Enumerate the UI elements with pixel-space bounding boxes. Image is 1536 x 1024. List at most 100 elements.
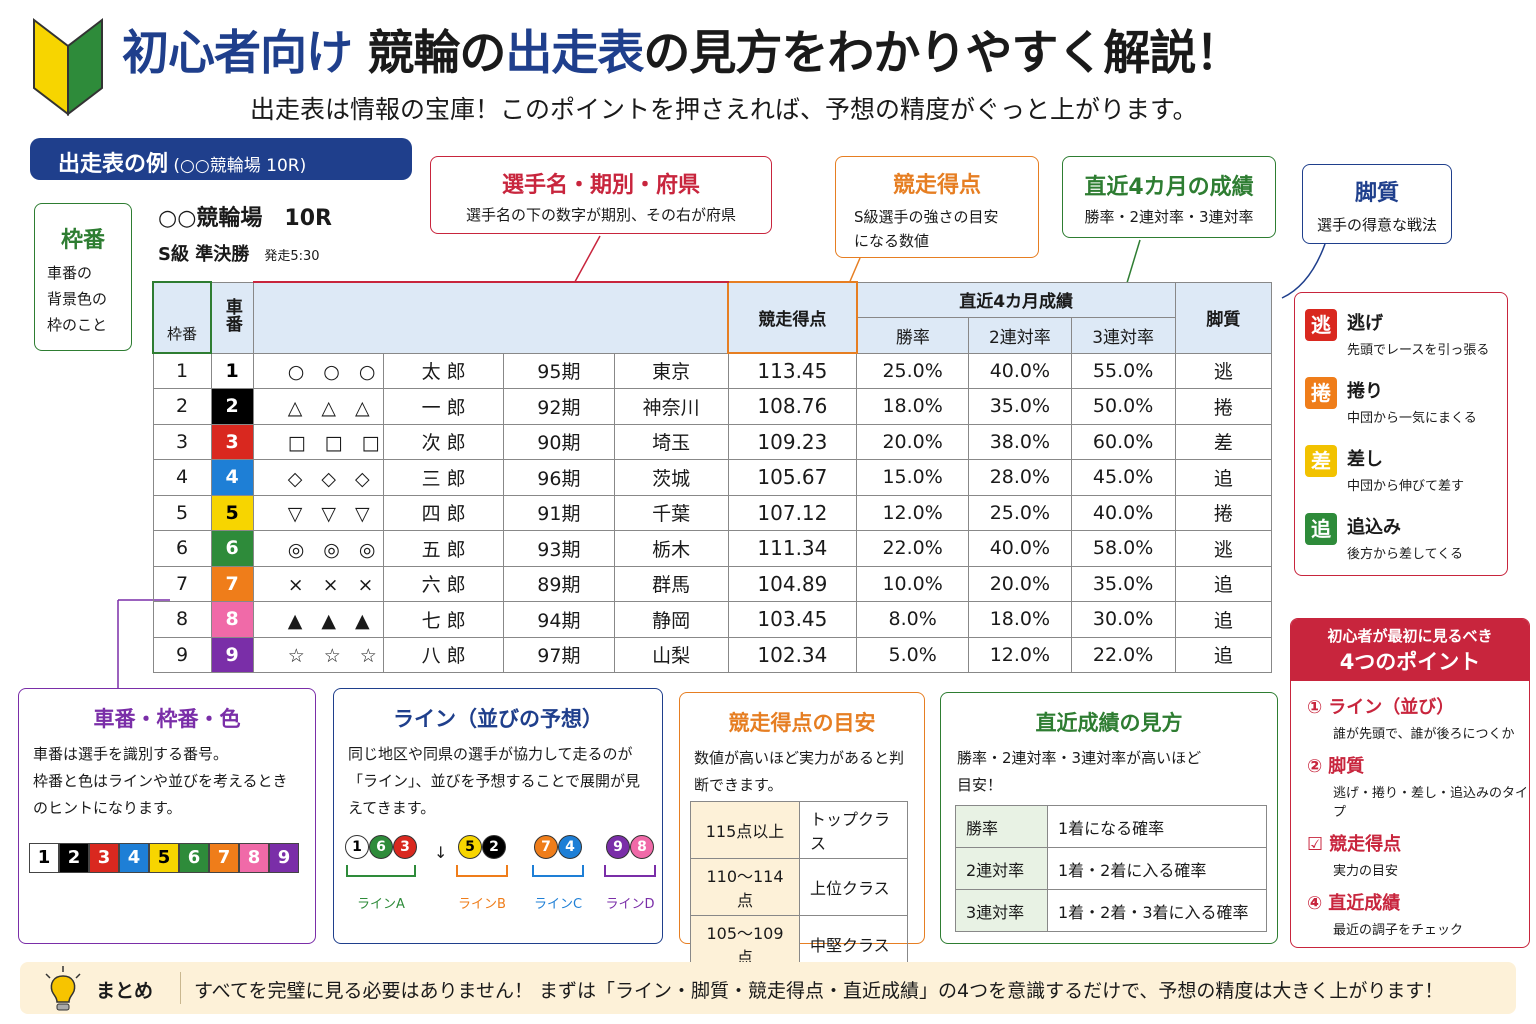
point-title-text: 競走得点	[1329, 834, 1402, 855]
style-kanji-icon: 逃	[1305, 309, 1337, 341]
callout-senshu-body: 選手名の下の数字が期別、その右が府県	[465, 206, 736, 224]
row-pref: 栃木	[613, 530, 729, 567]
style-kanji-icon: 差	[1305, 445, 1337, 477]
callout-tokuten: 競走得点 S級選手の強さの目安 になる数値	[835, 156, 1039, 258]
point-title: ① ライン（並び）	[1307, 693, 1529, 719]
row-marks: △ △ △	[252, 388, 385, 425]
panel-seiseki-title: 直近成績の見方	[1035, 711, 1183, 735]
row-ki: 89期	[503, 565, 615, 602]
row-sha: 2	[210, 388, 254, 425]
row-ki: 95期	[503, 352, 615, 389]
row-marks: × × ×	[252, 565, 385, 602]
lightbulb-icon	[45, 966, 81, 1011]
line-c-4: 4	[558, 835, 582, 859]
row-style: 捲	[1174, 388, 1273, 425]
start-time: 発走5:30	[264, 249, 320, 264]
row-win: 10.0%	[856, 565, 970, 602]
table-row: 6 6 ◎ ◎ ◎ 五 郎 93期 栃木 111.34 22.0% 40.0% 58.0% 逃	[152, 530, 1273, 567]
beginner-mark-icon	[33, 17, 103, 116]
row-ki: 91期	[503, 494, 615, 531]
panel-sha-title: 車番・枠番・色	[93, 707, 241, 731]
row-points: 113.45	[727, 352, 858, 389]
row-win: 5.0%	[856, 636, 970, 673]
style-legend: 逃逃げ 先頭でレースを引っ張る捲捲り 中団から一気にまくる差差し 中団から伸びて差す追…	[1294, 292, 1508, 576]
point-number-icon: ②	[1307, 756, 1323, 777]
header-sha: 車番	[210, 281, 254, 354]
table-row: 8 8 ▲ ▲ ▲ 七 郎 94期 静岡 103.45 8.0% 18.0% 30.0% 追	[152, 601, 1273, 638]
summary-text: すべてを完璧に見る必要はありません！ まずは「ライン・脚質・競走得点・直近成績」…	[194, 980, 1444, 1002]
callout-senshu-title: 選手名・期別・府県	[501, 173, 700, 198]
line-c-bracket	[532, 865, 584, 877]
row-sha: 1	[210, 352, 254, 389]
row-waku: 4	[152, 459, 212, 496]
row-ren2: 28.0%	[968, 459, 1072, 496]
callout-kyakushitsu-title: 脚質	[1354, 181, 1399, 206]
seiseki-rows: 勝率 1着になる確率 2連対率 1着・2着に入る確率 3連対率 1着・2着・3着に入る確率	[955, 805, 1267, 932]
tokuten-range: 110〜114点	[690, 858, 800, 916]
row-ki: 94期	[503, 601, 615, 638]
callout-kyakushitsu-body: 選手の得意な戦法	[1316, 216, 1437, 234]
row-ren2: 20.0%	[968, 565, 1072, 602]
point-title: ④ 直近成績	[1307, 889, 1529, 915]
row-ren3: 22.0%	[1070, 636, 1176, 673]
panel-tokuten: 競走得点の目安 数値が高いほど実力があると判断できます。 115点以上 トップクラ…	[679, 692, 925, 1006]
seiseki-term: 2連対率	[955, 847, 1048, 890]
row-name: 七 郎	[382, 601, 505, 638]
callout-tokuten-body: S級選手の強さの目安 になる数値	[854, 208, 999, 250]
row-sha: 3	[210, 423, 254, 460]
table-row: 4 4 ◇ ◇ ◇ 三 郎 96期 茨城 105.67 15.0% 28.0% 45.0% 追	[152, 459, 1273, 496]
row-win: 20.0%	[856, 423, 970, 460]
row-style: 追	[1174, 565, 1273, 602]
row-points: 104.89	[727, 565, 858, 602]
style-legend-list: 逃逃げ 先頭でレースを引っ張る捲捲り 中団から一気にまくる差差し 中団から伸びて差す追…	[1305, 309, 1507, 567]
style-desc: 中団から一気にまくる	[1347, 411, 1477, 426]
seiseki-meaning: 1着になる確率	[1047, 805, 1267, 848]
point-item: ☑ 競走得点 実力の目安	[1307, 830, 1529, 879]
line-d-label: ラインD	[605, 897, 655, 912]
row-name: 一 郎	[382, 388, 505, 425]
color-strip-item: 2	[59, 843, 89, 873]
row-ren3: 58.0%	[1070, 530, 1176, 567]
style-legend-item: 差差し 中団から伸びて差す	[1305, 445, 1507, 499]
color-strip-item: 6	[179, 843, 209, 873]
points-head1: 初心者が最初に見るべき	[1327, 627, 1493, 645]
row-name: 六 郎	[382, 565, 505, 602]
badge-sub: (○○競輪場 10R)	[168, 156, 307, 176]
style-name: 追込み	[1347, 517, 1401, 538]
tokuten-row: 105〜109点 中堅クラス	[690, 915, 908, 973]
row-win: 8.0%	[856, 601, 970, 638]
row-name: 四 郎	[382, 494, 505, 531]
row-waku: 2	[152, 388, 212, 425]
summary-label: まとめ	[96, 980, 154, 1002]
page-subtitle: 出走表は情報の宝庫！このポイントを押さえれば、予想の精度がぐっと上がります。	[250, 95, 1198, 124]
row-ren3: 40.0%	[1070, 494, 1176, 531]
row-ki: 96期	[503, 459, 615, 496]
race-rows: 1 1 ○ ○ ○ 太 郎 95期 東京 113.45 25.0% 40.0% 55.0% 逃 2 2 △…	[152, 352, 1273, 673]
summary-footer: まとめ すべてを完璧に見る必要はありません！ まずは「ライン・脚質・競走得点・直…	[20, 962, 1516, 1014]
tokuten-row: 110〜114点 上位クラス	[690, 858, 908, 916]
row-style: 追	[1174, 601, 1273, 638]
title-part-1: 競輪の	[367, 26, 506, 81]
row-points: 109.23	[727, 423, 858, 460]
row-style: 追	[1174, 636, 1273, 673]
panel-line-title: ライン（並びの予想）	[393, 707, 603, 731]
header-seiseki-group: 直近4カ月成績	[856, 281, 1176, 318]
style-text: 追込み 後方から差してくる	[1347, 513, 1463, 567]
venue-label: ○○競輪場 10R	[158, 206, 332, 231]
seiseki-row: 2連対率 1着・2着に入る確率	[955, 847, 1267, 890]
row-sha: 8	[210, 601, 254, 638]
style-legend-item: 捲捲り 中団から一気にまくる	[1305, 377, 1507, 431]
row-ren2: 25.0%	[968, 494, 1072, 531]
table-row: 9 9 ☆ ☆ ☆ 八 郎 97期 山梨 102.34 5.0% 12.0% 22.0% 追	[152, 636, 1273, 673]
row-waku: 3	[152, 423, 212, 460]
row-waku: 8	[152, 601, 212, 638]
color-strip-item: 7	[209, 843, 239, 873]
title-part-2: の見方をわかりやすく解説！	[643, 26, 1242, 81]
row-pref: 千葉	[613, 494, 729, 531]
row-ren2: 35.0%	[968, 388, 1072, 425]
point-desc: 誰が先頭で、誰が後ろにつくか	[1333, 727, 1515, 742]
